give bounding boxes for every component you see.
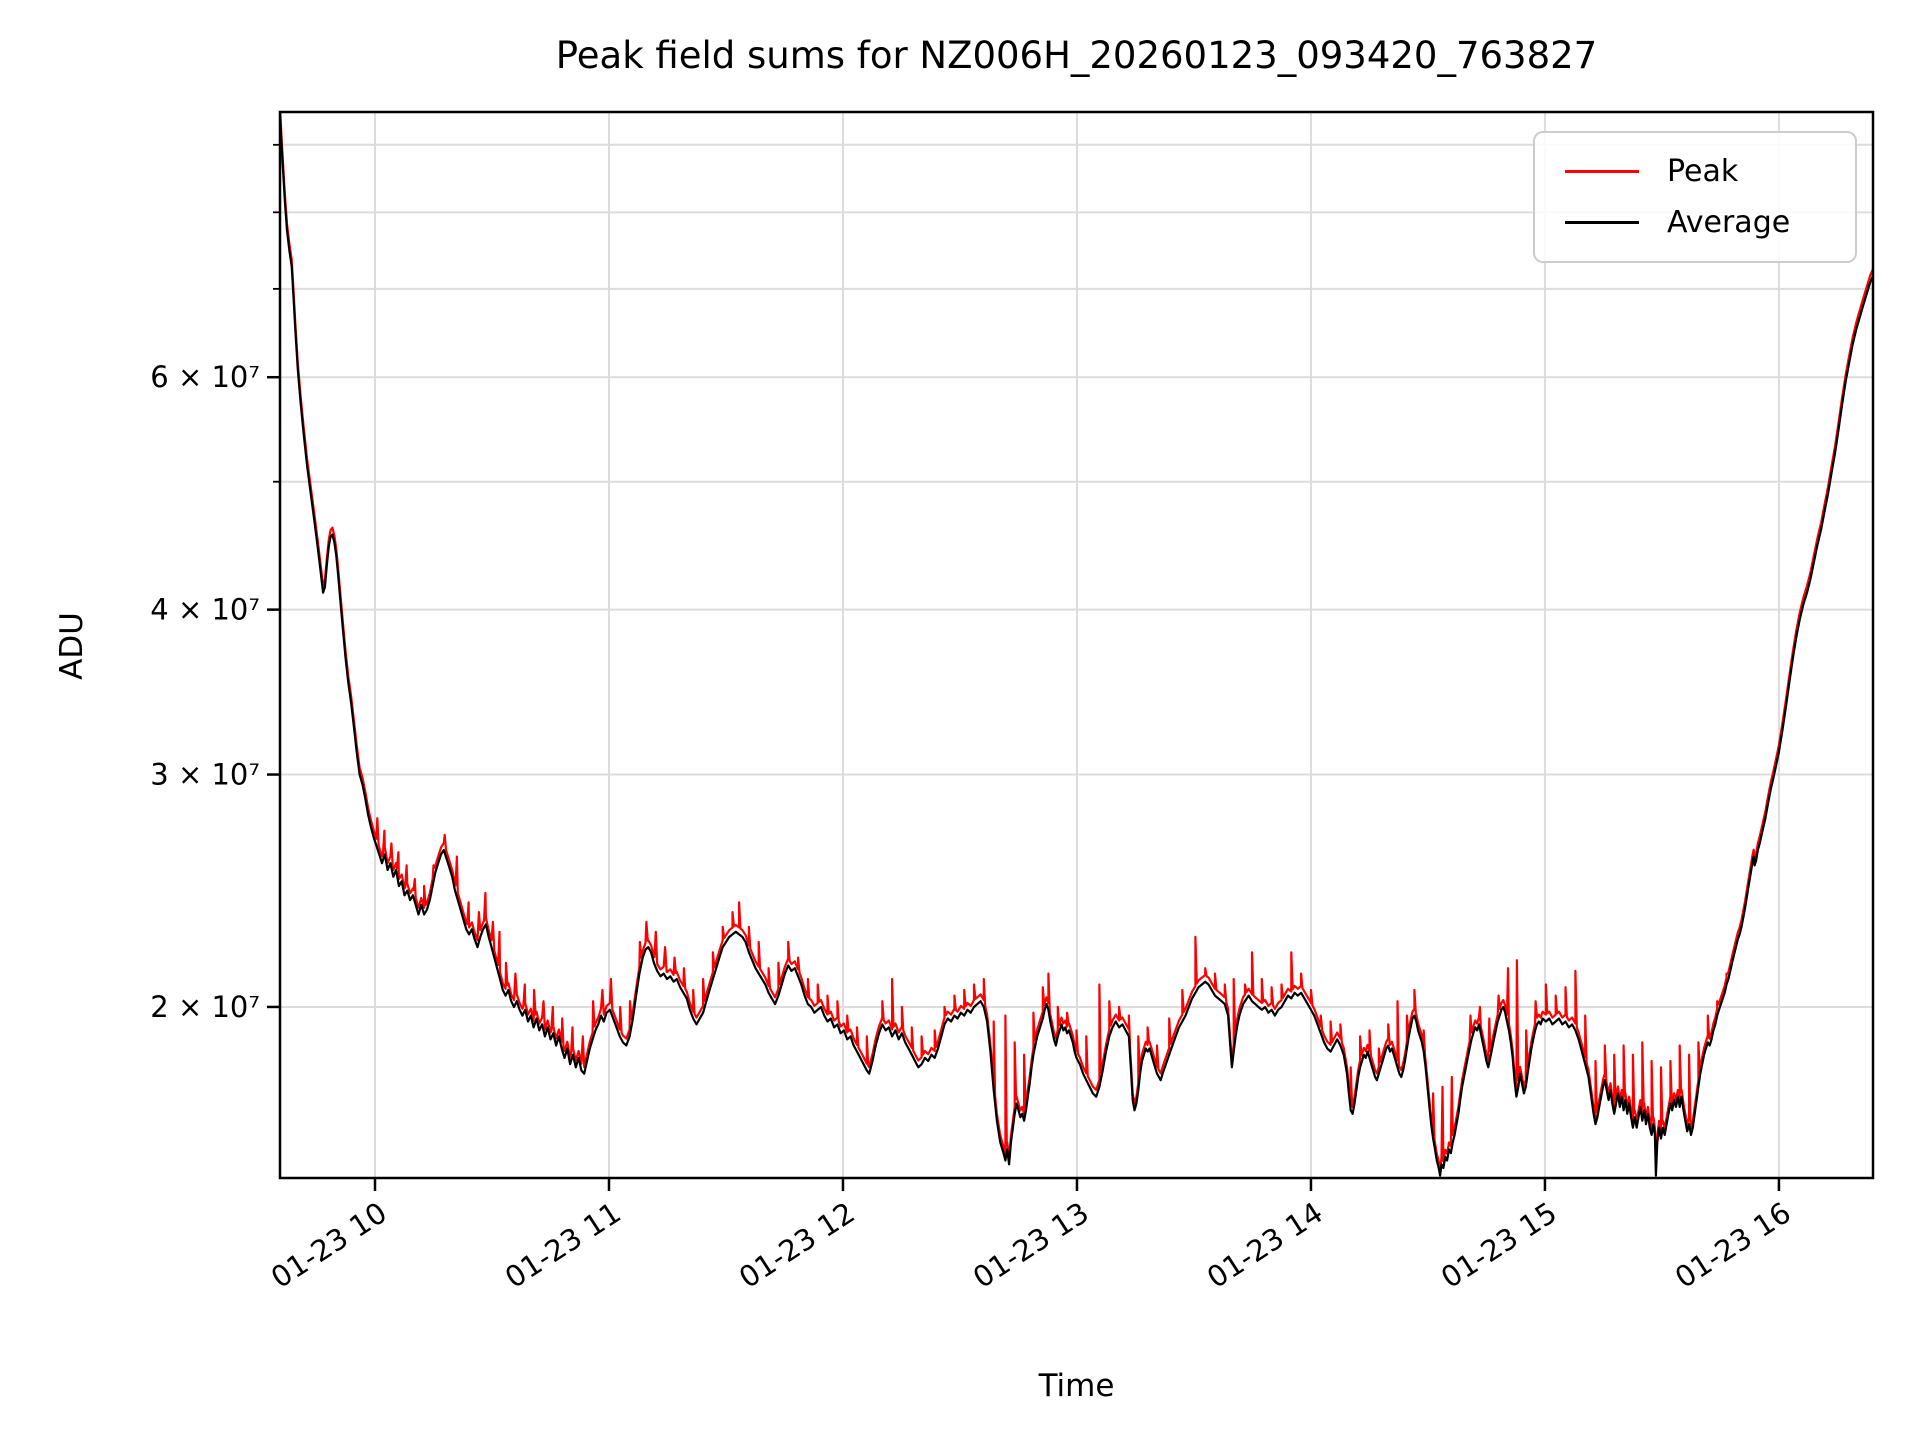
x-tick-label: 01-23 14 <box>1201 1195 1329 1295</box>
x-tick-label: 01-23 11 <box>499 1195 627 1295</box>
average-line-swatch <box>1565 221 1639 225</box>
legend: Peak Average <box>1533 131 1857 263</box>
tick-labels: 2 × 10⁷ 3 × 10⁷ 4 × 10⁷ 6 × 10⁷ 01-23 10 01-2… <box>150 360 1796 1295</box>
peak-line-swatch <box>1565 169 1639 173</box>
gridlines <box>280 112 1873 1178</box>
x-tick-label: 01-23 10 <box>265 1195 393 1295</box>
legend-label-peak: Peak <box>1667 153 1739 189</box>
average-series-line <box>280 112 1873 1177</box>
y-tick-label: 6 × 10⁷ <box>150 360 260 394</box>
y-tick-label: 3 × 10⁷ <box>150 758 260 792</box>
x-tick-label: 01-23 12 <box>733 1195 861 1295</box>
legend-item-average: Average <box>1565 205 1855 240</box>
chart-title: Peak field sums for NZ006H_20260123_0934… <box>555 34 1598 77</box>
x-tick-label: 01-23 13 <box>967 1195 1095 1295</box>
x-tick-label: 01-23 15 <box>1435 1195 1563 1295</box>
x-tick-label: 01-23 16 <box>1669 1195 1797 1295</box>
legend-item-peak: Peak <box>1565 154 1855 189</box>
y-axis-label: ADU <box>54 612 90 680</box>
axis-ticks <box>267 143 1781 1191</box>
legend-label-average: Average <box>1667 205 1791 241</box>
y-tick-label: 2 × 10⁷ <box>150 990 260 1024</box>
y-tick-label: 4 × 10⁷ <box>150 593 260 627</box>
x-axis-label: Time <box>1038 1368 1115 1404</box>
